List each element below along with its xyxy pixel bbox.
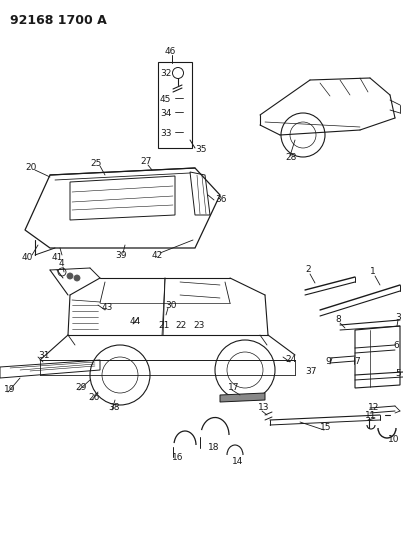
Text: 30: 30	[165, 301, 177, 310]
Text: 12: 12	[368, 403, 379, 413]
Text: 2: 2	[305, 265, 311, 274]
Text: 24: 24	[285, 356, 296, 365]
Text: 8: 8	[335, 316, 341, 325]
Circle shape	[74, 275, 80, 281]
Text: 44: 44	[130, 318, 141, 327]
Text: 31: 31	[38, 351, 50, 359]
Text: 16: 16	[172, 454, 183, 463]
Text: 92168 1700 A: 92168 1700 A	[10, 14, 107, 27]
Text: 11: 11	[365, 410, 376, 419]
Text: 14: 14	[232, 457, 243, 466]
Text: 32: 32	[160, 69, 171, 78]
Text: 23: 23	[193, 320, 204, 329]
Text: 7: 7	[354, 358, 360, 367]
Text: 9: 9	[325, 358, 331, 367]
Text: 28: 28	[285, 154, 296, 163]
Text: 27: 27	[140, 157, 152, 166]
Text: 5: 5	[395, 369, 401, 378]
Text: 33: 33	[160, 128, 172, 138]
Text: 10: 10	[388, 435, 399, 445]
Polygon shape	[220, 393, 265, 402]
Text: 21: 21	[158, 320, 169, 329]
Text: 19: 19	[4, 385, 15, 394]
Text: 4: 4	[59, 259, 64, 268]
Text: 45: 45	[160, 95, 171, 104]
Text: 42: 42	[152, 251, 163, 260]
Text: 38: 38	[108, 403, 120, 413]
Text: 37: 37	[305, 367, 316, 376]
Text: 36: 36	[215, 196, 226, 205]
Text: 22: 22	[175, 320, 186, 329]
Text: 40: 40	[22, 253, 33, 262]
Text: 29: 29	[75, 384, 86, 392]
Text: 17: 17	[228, 384, 239, 392]
Text: 20: 20	[25, 164, 36, 173]
Text: 34: 34	[160, 109, 171, 117]
Text: 46: 46	[164, 47, 176, 56]
Text: 35: 35	[195, 144, 206, 154]
Text: 1: 1	[370, 268, 376, 277]
Text: 18: 18	[208, 443, 220, 453]
Text: 15: 15	[320, 424, 332, 432]
Text: 6: 6	[393, 341, 399, 350]
Text: 43: 43	[102, 303, 113, 312]
Text: 39: 39	[115, 251, 127, 260]
Text: 26: 26	[88, 393, 100, 402]
Circle shape	[67, 273, 73, 279]
Text: 3: 3	[395, 313, 401, 322]
Text: 13: 13	[258, 403, 270, 413]
Text: 41: 41	[52, 253, 63, 262]
Text: 25: 25	[90, 158, 102, 167]
